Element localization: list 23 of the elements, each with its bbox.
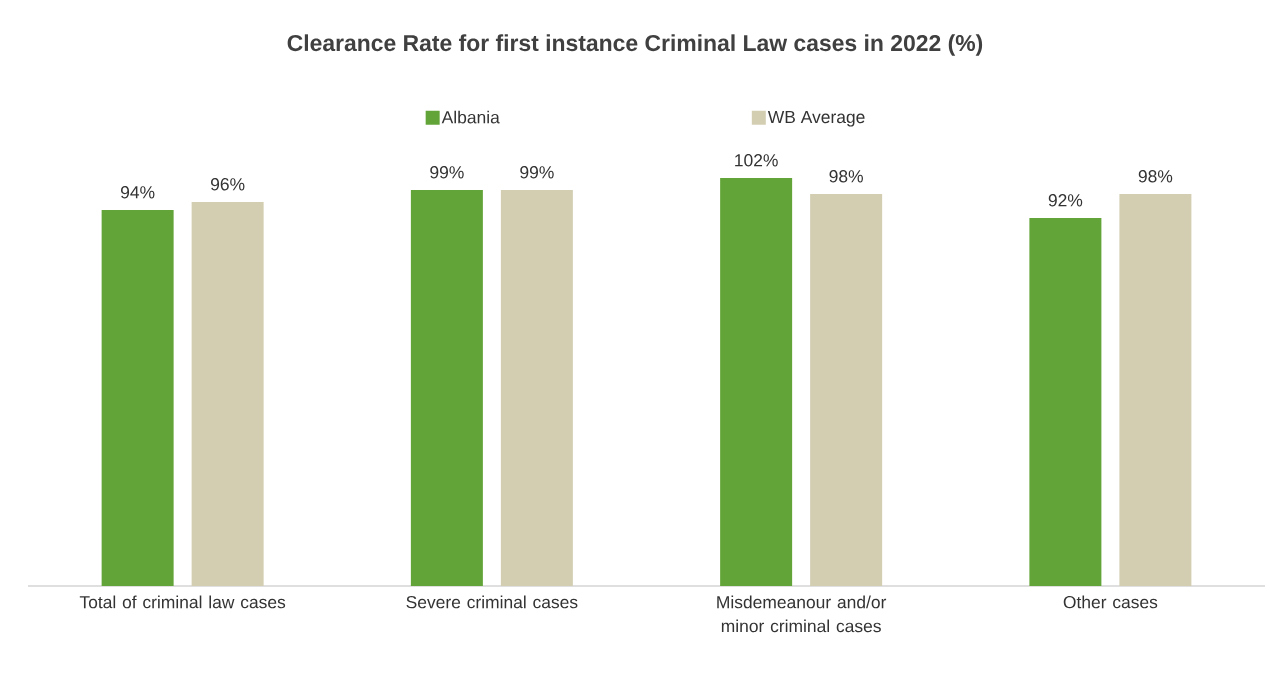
data-label: 96% — [210, 178, 245, 191]
legend-label: Albania — [441, 110, 500, 124]
bar — [1029, 217, 1102, 586]
data-label: 98% — [829, 170, 863, 183]
data-label: 92% — [1048, 194, 1083, 207]
bar — [1119, 193, 1192, 586]
data-label: 94% — [120, 186, 155, 199]
bar — [191, 201, 264, 586]
data-label: 98% — [1138, 170, 1173, 183]
x-tick-label: Misdemeanour and/or minor criminal cases — [717, 595, 887, 633]
x-tick-label: Other cases — [1063, 595, 1158, 609]
chart-title: Clearance Rate for first instance Criminal Law cases in 2022 (%) — [287, 34, 983, 56]
x-tick-label: Total of criminal law cases — [79, 595, 286, 609]
legend-label: WB Average — [767, 111, 865, 127]
data-label: 99% — [430, 166, 464, 179]
data-label: 102% — [735, 154, 778, 167]
bar — [410, 189, 483, 586]
bar — [810, 193, 883, 586]
bar — [720, 177, 793, 586]
data-label: 99% — [520, 166, 554, 179]
x-tick-label: Severe criminal cases — [406, 595, 578, 609]
bar — [500, 189, 573, 586]
bar — [101, 209, 174, 586]
